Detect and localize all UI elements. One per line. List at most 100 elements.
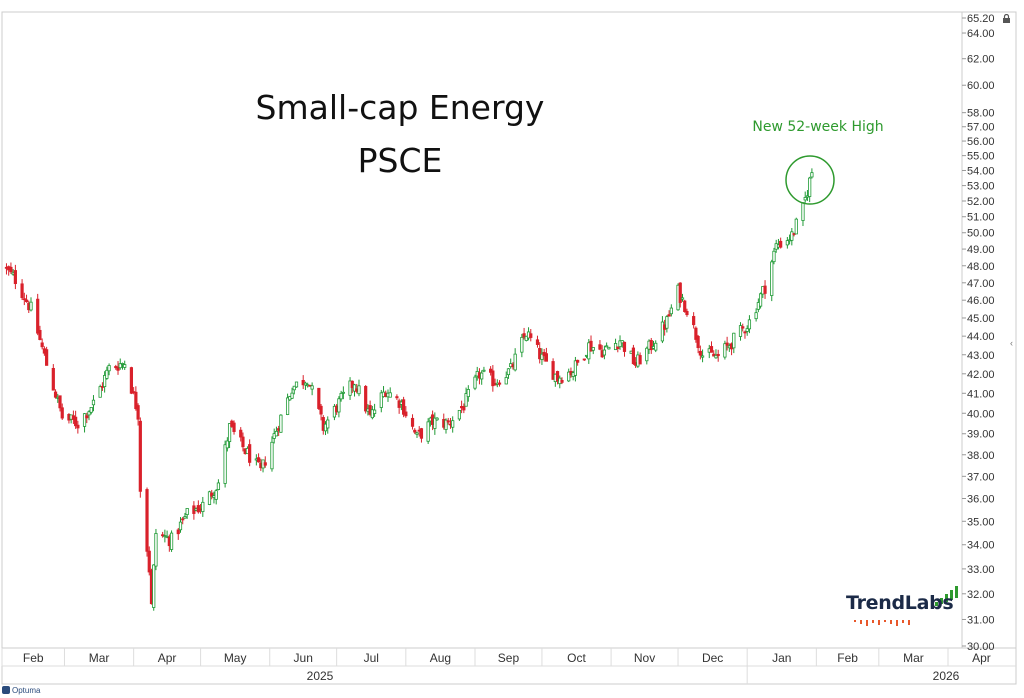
candle-body [738, 325, 743, 337]
candle-body [274, 430, 279, 437]
candle-body [372, 409, 377, 414]
candle-body [214, 490, 218, 500]
x-month-label: Jul [364, 651, 379, 665]
trendlabs-logo: TrendLabs [842, 584, 962, 628]
candle-body [201, 501, 205, 512]
candle-body [227, 423, 232, 442]
logo-dash [872, 620, 874, 623]
logo-bar [940, 598, 943, 604]
candle-body [364, 385, 368, 412]
y-tick-label: 53.00 [967, 181, 995, 193]
candle-body [790, 231, 794, 241]
candle-body [772, 250, 776, 263]
candle-body [82, 413, 87, 427]
candle-body [223, 444, 227, 484]
y-tick-label: 45.00 [967, 313, 995, 325]
logo-dash [890, 620, 892, 624]
y-tick-label: 44.00 [967, 331, 995, 343]
candle-body [582, 358, 586, 361]
logo-dash [902, 620, 904, 623]
candle-body [497, 382, 502, 385]
candle-body [58, 395, 62, 409]
candle-body [654, 342, 658, 351]
candle-body [779, 240, 783, 248]
x-month-label: May [224, 651, 247, 665]
candle-body [292, 385, 296, 391]
logo-dash [860, 620, 862, 624]
candle-body [794, 218, 798, 235]
lock-icon[interactable] [1002, 14, 1011, 23]
candle-body [116, 366, 120, 371]
y-tick-label: 36.00 [967, 494, 995, 506]
candle-body [544, 353, 548, 362]
candle-body [522, 333, 526, 338]
candle-body [294, 381, 299, 388]
candle-body [60, 407, 64, 419]
candle-body [20, 283, 24, 299]
candle-body [415, 432, 419, 435]
candle-body [631, 347, 636, 365]
candle-body [667, 314, 671, 317]
logo-dash [866, 620, 868, 626]
x-month-label: Jun [294, 651, 313, 665]
chevron-left-icon[interactable]: ‹ [1010, 338, 1013, 348]
candle-body [462, 406, 466, 411]
candle-body [91, 399, 96, 406]
y-tick-label: 65.20 [967, 13, 995, 25]
chart-subtitle: PSCE [357, 141, 443, 180]
candle-body [310, 385, 314, 390]
candle-body [535, 339, 540, 345]
candle-body [40, 342, 44, 348]
y-tick-label: 43.00 [967, 350, 995, 362]
y-tick-label: 60.00 [967, 80, 995, 92]
candle-body [763, 285, 767, 294]
candle-body [616, 346, 620, 349]
logo-dash [908, 620, 910, 625]
candle-body [589, 340, 593, 352]
candle-body [810, 172, 814, 178]
candle-body [263, 462, 267, 466]
candle-body [551, 361, 555, 380]
x-month-label: Jan [772, 651, 791, 665]
candle-body [613, 343, 618, 351]
candle-body [24, 299, 29, 303]
candle-body [506, 368, 511, 376]
candle-body [426, 421, 430, 442]
candle-body [87, 411, 91, 416]
y-tick-label: 64.00 [967, 28, 995, 40]
candle-body [138, 420, 142, 492]
candle-body [129, 367, 134, 394]
candle-body [714, 354, 718, 359]
candle-body [683, 300, 687, 313]
candle-body [176, 529, 180, 535]
candle-body [446, 420, 450, 423]
y-tick-label: 57.00 [967, 122, 995, 134]
candle-body [513, 353, 517, 371]
candle-body [696, 335, 700, 349]
candle-body [216, 482, 221, 490]
candle-body [348, 380, 352, 396]
candle-body [105, 369, 109, 379]
footer-brand-label: Optuma [12, 686, 41, 695]
logo-dash [854, 620, 856, 622]
candle-body [134, 391, 138, 410]
candle-body [602, 349, 607, 356]
candle-body [317, 387, 321, 409]
candle-body [801, 202, 805, 221]
candle-body [638, 355, 642, 365]
candle-body [337, 398, 341, 413]
candle-body [51, 367, 55, 391]
candle-body [607, 346, 611, 350]
candle-body [758, 293, 763, 307]
y-tick-label: 51.00 [967, 212, 995, 224]
candle-body [98, 386, 102, 398]
candlestick-series [4, 168, 814, 611]
candle-body [754, 312, 758, 320]
x-month-label: Dec [702, 651, 723, 665]
y-tick-label: 33.00 [967, 564, 995, 576]
new-high-circle [785, 155, 835, 205]
candle-body [22, 298, 26, 301]
candle-body [692, 316, 696, 326]
candle-body [341, 391, 345, 394]
